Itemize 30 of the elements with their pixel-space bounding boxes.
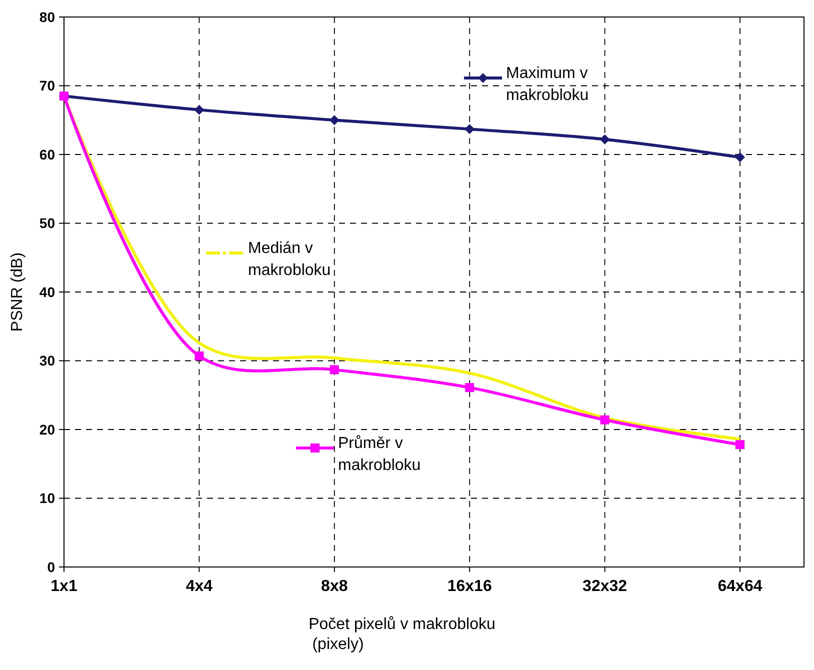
y-tick-label: 0 bbox=[47, 558, 56, 575]
x-tick-label: 16x16 bbox=[447, 578, 492, 595]
x-axis-title: Počet pixelů v makrobloku (pixely) bbox=[308, 616, 496, 653]
legend-label: Maximum v makrobloku bbox=[506, 65, 589, 104]
point bbox=[600, 134, 610, 144]
y-tick-label: 50 bbox=[39, 215, 56, 232]
y-tick-label: 10 bbox=[39, 490, 56, 506]
legend-label: Medián v makrobloku bbox=[248, 240, 331, 279]
x-tick-label: 64x64 bbox=[718, 578, 762, 595]
y-axis-title: PSNR (dB) bbox=[9, 252, 26, 332]
y-tick-label: 80 bbox=[39, 8, 56, 25]
point bbox=[600, 415, 610, 424]
point bbox=[735, 152, 745, 162]
y-tick-label: 30 bbox=[39, 352, 56, 369]
point bbox=[736, 440, 744, 450]
y-tick-label: 70 bbox=[39, 78, 56, 94]
x-tick-label: 8x8 bbox=[321, 578, 348, 595]
point bbox=[464, 124, 475, 134]
legend-label: Průměr v makrobloku bbox=[338, 435, 421, 474]
point bbox=[330, 365, 339, 374]
x-tick-label: 1x1 bbox=[50, 578, 78, 595]
point bbox=[194, 351, 204, 360]
y-tick-label: 20 bbox=[39, 421, 56, 438]
y-tick-label: 40 bbox=[39, 284, 56, 300]
point bbox=[329, 115, 340, 126]
point bbox=[194, 104, 204, 115]
x-tick-label: 4x4 bbox=[186, 578, 213, 595]
x-tick-label: 32x32 bbox=[582, 578, 628, 595]
point bbox=[465, 383, 474, 392]
y-tick-label: 60 bbox=[39, 146, 56, 162]
